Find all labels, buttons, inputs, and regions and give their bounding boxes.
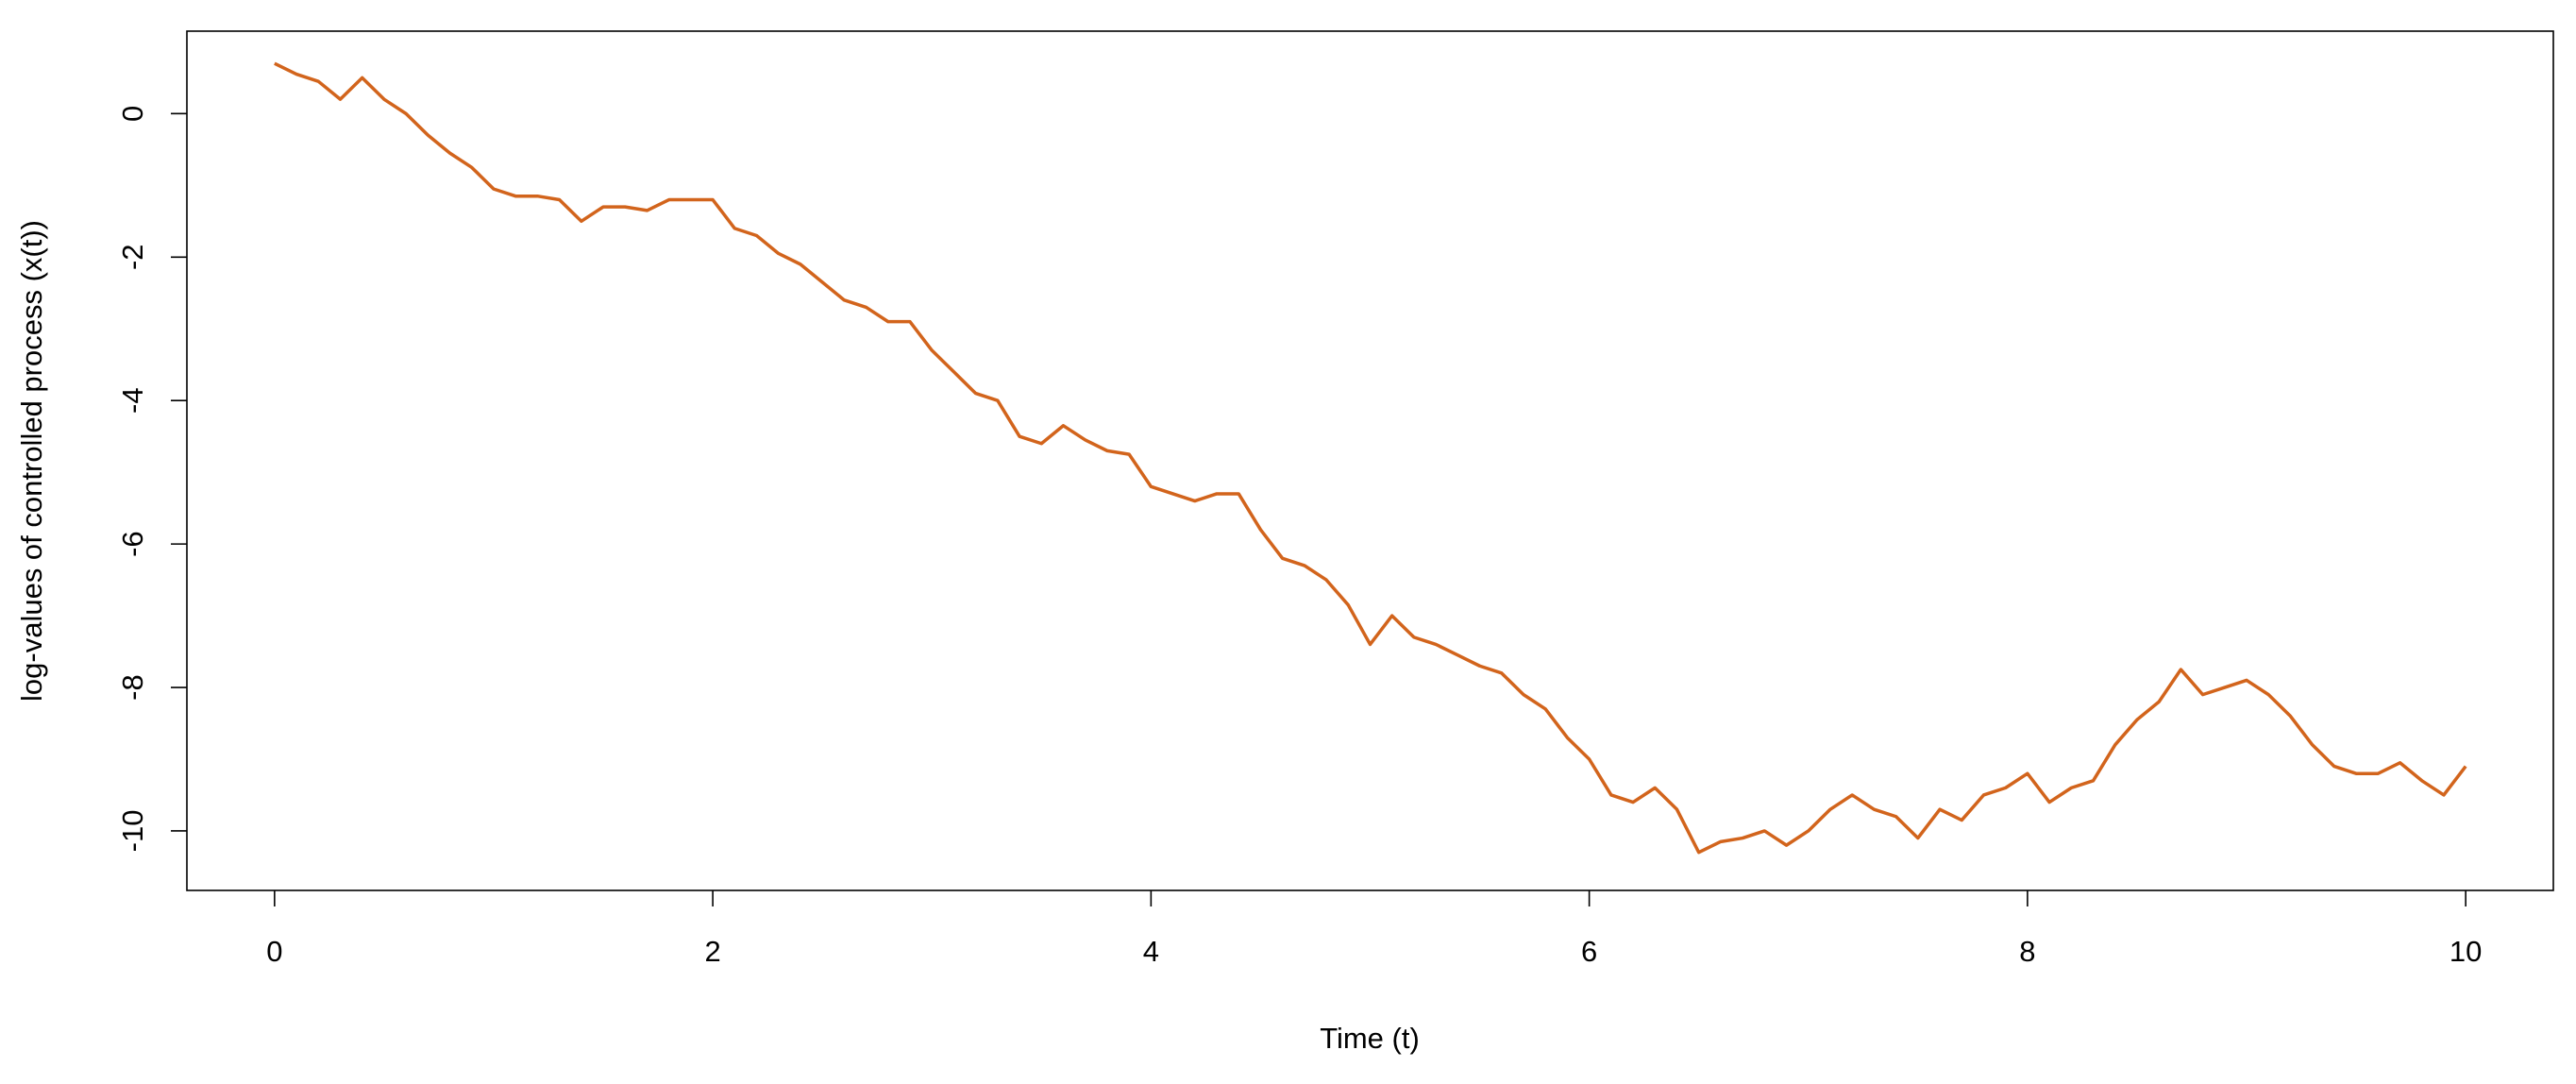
y-tick-label: -10 [116,810,149,853]
x-tick-label: 10 [2450,935,2482,968]
y-tick-label: -4 [116,387,149,414]
x-tick-label: 6 [1581,935,1597,968]
x-tick-label: 4 [1143,935,1159,968]
x-tick-label: 8 [2019,935,2035,968]
data-line [274,61,2467,855]
y-tick-label: 0 [116,106,149,122]
x-axis-label: Time (t) [1320,1022,1420,1055]
y-tick-label: -6 [116,531,149,557]
plot-frame [186,30,2554,891]
y-tick-label: -2 [116,244,149,270]
y-tick-label: -8 [116,674,149,701]
x-tick-label: 2 [704,935,720,968]
x-tick-label: 0 [266,935,282,968]
y-axis-label: log-values of controlled process (x(t)) [15,220,48,702]
